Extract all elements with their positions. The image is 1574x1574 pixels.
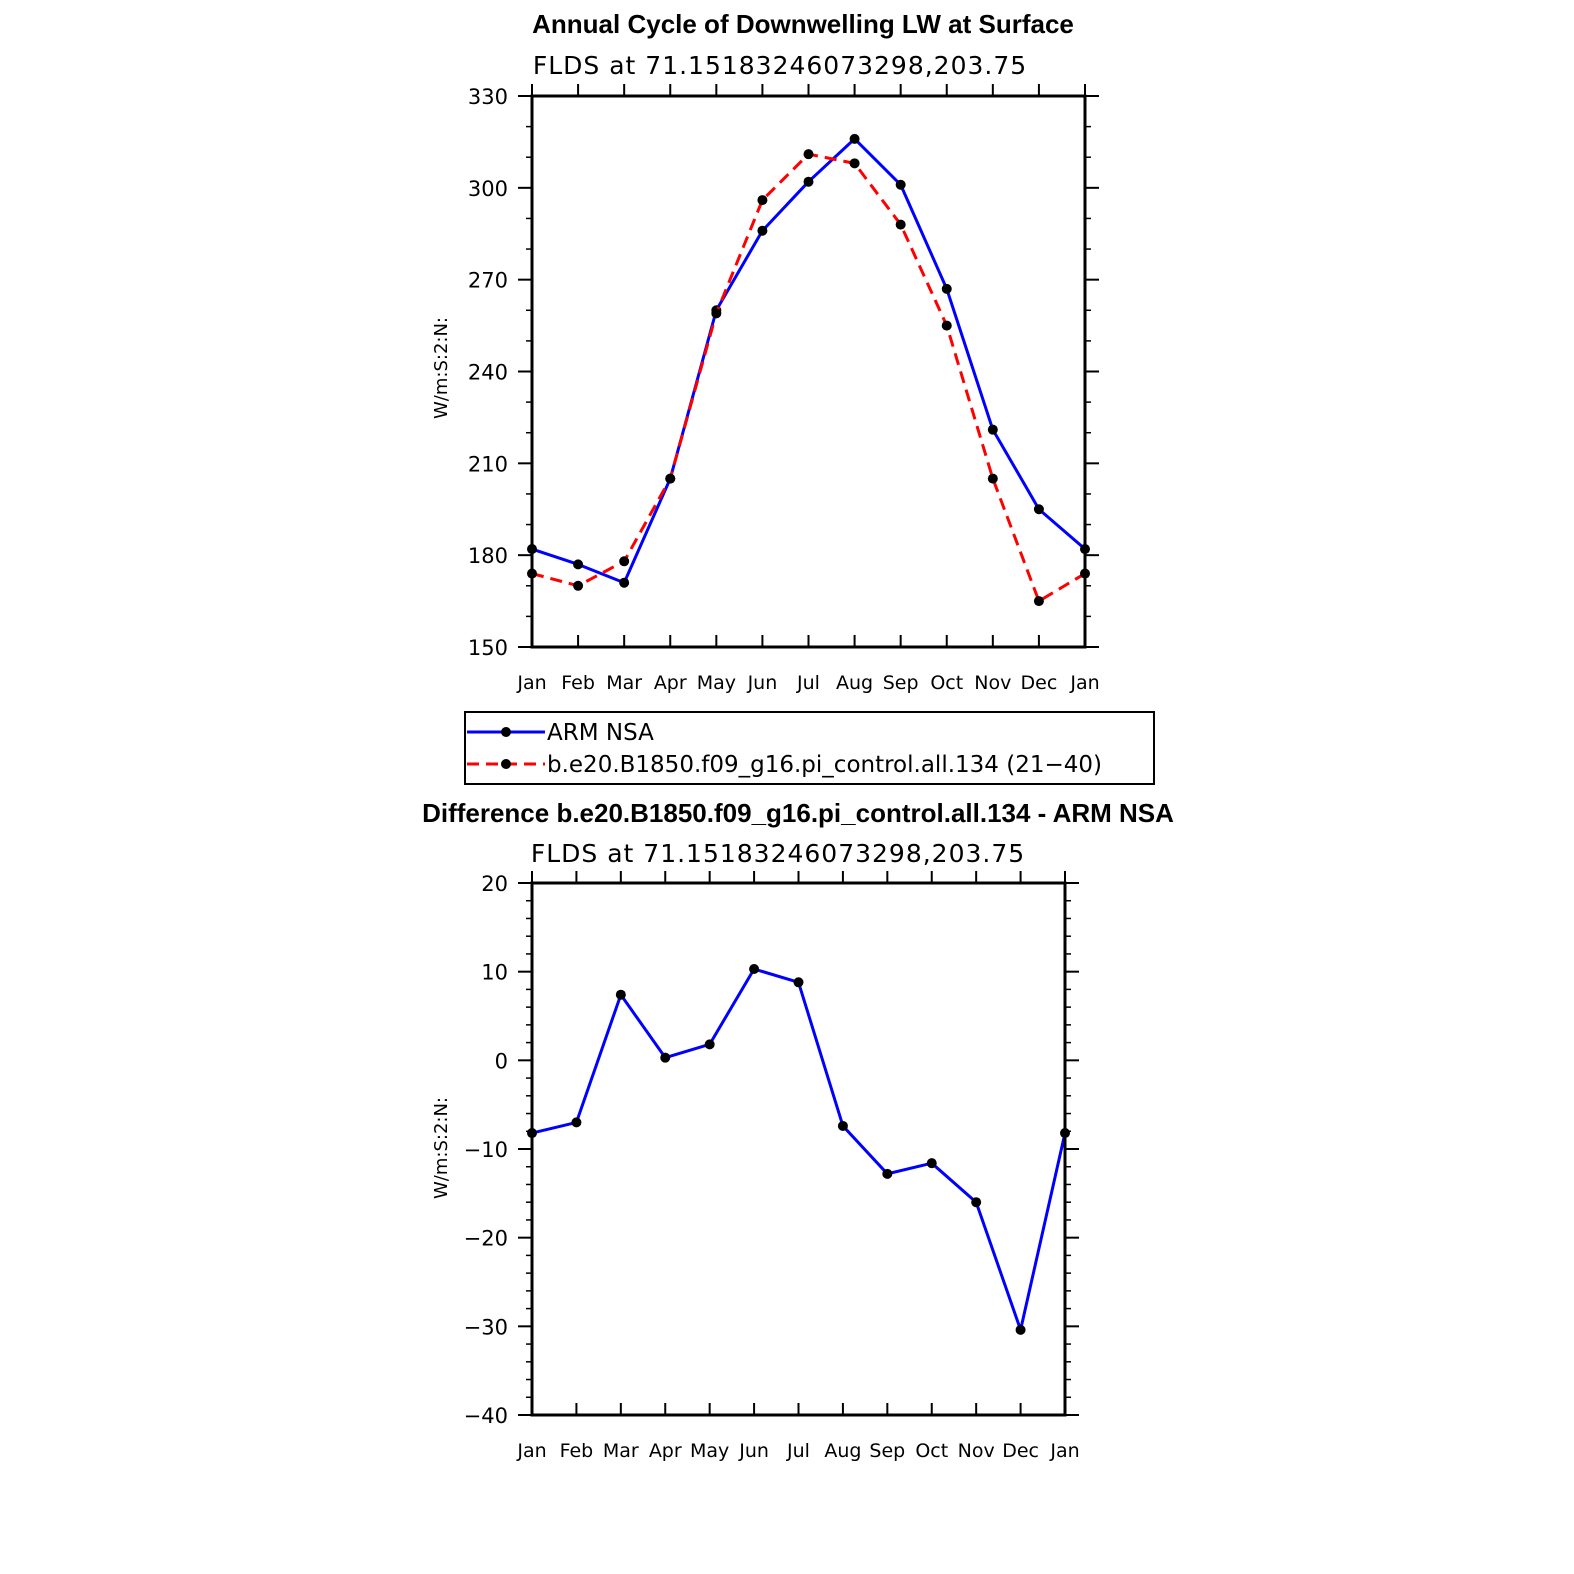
data-point bbox=[665, 473, 676, 484]
annual-cycle-chart: Annual Cycle of Downwelling LW at Surfac… bbox=[431, 9, 1100, 694]
x-tick-label: Sep bbox=[869, 1440, 905, 1462]
x-tick-label: Jan bbox=[1069, 672, 1099, 694]
chart-subtitle: FLDS at 71.15183246073298,203.75 bbox=[533, 51, 1027, 80]
data-point bbox=[615, 989, 626, 1000]
x-tick-label: Dec bbox=[1002, 1440, 1039, 1462]
plot-frame bbox=[530, 881, 1067, 1417]
data-point bbox=[571, 1117, 582, 1128]
data-point bbox=[619, 556, 630, 567]
y-tick-label: 180 bbox=[468, 544, 508, 568]
series-group bbox=[527, 133, 1090, 607]
legend-marker-arm bbox=[501, 727, 511, 737]
data-point bbox=[1033, 504, 1044, 515]
tick-labels: Jan Feb Mar Apr May Jun Jul Aug Sep Oct Nov Dec Jan 1… bbox=[468, 85, 1100, 694]
y-tick-label: 330 bbox=[468, 85, 508, 109]
x-tick-label: Mar bbox=[606, 672, 642, 694]
x-tick-label: Aug bbox=[836, 672, 873, 694]
legend: ARM NSA b.e20.B1850.f09_g16.pi_control.a… bbox=[464, 711, 1155, 785]
difference-chart: Difference b.e20.B1850.f09_g16.pi_contro… bbox=[422, 798, 1174, 1462]
axis-ticks bbox=[518, 871, 1079, 1416]
plot-frame bbox=[530, 94, 1087, 649]
data-point bbox=[837, 1120, 848, 1131]
chart-title: Difference b.e20.B1850.f09_g16.pi_contro… bbox=[422, 798, 1174, 828]
x-tick-label: Apr bbox=[654, 672, 687, 694]
data-point bbox=[941, 283, 952, 294]
x-tick-label: Aug bbox=[824, 1440, 861, 1462]
x-tick-label: Sep bbox=[883, 672, 919, 694]
y-tick-label: 150 bbox=[468, 636, 508, 660]
series-line-0 bbox=[531, 137, 1086, 585]
chart-subtitle: FLDS at 71.15183246073298,203.75 bbox=[531, 839, 1025, 868]
y-tick-label: −30 bbox=[464, 1315, 508, 1339]
x-tick-label: Jan bbox=[516, 1440, 546, 1462]
series-group bbox=[527, 964, 1070, 1335]
data-point bbox=[895, 179, 906, 190]
series-line-1 bbox=[531, 152, 1086, 603]
y-tick-label: −10 bbox=[464, 1138, 508, 1162]
data-point bbox=[1015, 1324, 1026, 1335]
x-tick-label: Jul bbox=[796, 672, 820, 694]
data-point bbox=[803, 176, 814, 187]
x-tick-label: May bbox=[690, 1440, 729, 1462]
axis-ticks bbox=[518, 84, 1099, 648]
data-point bbox=[941, 320, 952, 331]
y-tick-label: 210 bbox=[468, 452, 508, 476]
x-tick-label: Apr bbox=[649, 1440, 682, 1462]
data-point bbox=[803, 149, 814, 160]
x-tick-label: May bbox=[697, 672, 736, 694]
x-tick-label: Mar bbox=[603, 1440, 639, 1462]
data-point bbox=[704, 1039, 715, 1050]
x-tick-label: Feb bbox=[561, 672, 595, 694]
x-tick-label: Oct bbox=[915, 1440, 948, 1462]
x-tick-label: Jul bbox=[786, 1440, 810, 1462]
data-point bbox=[987, 473, 998, 484]
data-point bbox=[849, 133, 860, 144]
legend-marker-model bbox=[501, 759, 511, 769]
y-tick-label: 240 bbox=[468, 361, 508, 385]
y-tick-label: 20 bbox=[481, 872, 508, 896]
data-point bbox=[926, 1158, 937, 1169]
x-tick-label: Jun bbox=[738, 1440, 769, 1462]
data-point bbox=[757, 195, 768, 206]
x-tick-label: Nov bbox=[974, 672, 1011, 694]
y-tick-label: 300 bbox=[468, 177, 508, 201]
x-tick-label: Jan bbox=[1049, 1440, 1079, 1462]
x-tick-label: Jan bbox=[516, 672, 546, 694]
y-tick-label: −20 bbox=[464, 1227, 508, 1251]
y-tick-label: 0 bbox=[495, 1049, 508, 1073]
data-point bbox=[619, 577, 630, 588]
data-point bbox=[793, 977, 804, 988]
y-axis-label: W/m:S:2:N: bbox=[431, 1097, 452, 1199]
data-point bbox=[711, 308, 722, 319]
x-tick-label: Nov bbox=[958, 1440, 995, 1462]
legend-label-model: b.e20.B1850.f09_g16.pi_control.all.134 (… bbox=[547, 752, 1102, 778]
y-axis-label: W/m:S:2:N: bbox=[431, 317, 452, 419]
data-point bbox=[1033, 596, 1044, 607]
series-line-0 bbox=[531, 967, 1067, 1332]
data-point bbox=[573, 580, 584, 591]
legend-label-arm: ARM NSA bbox=[547, 720, 654, 746]
data-point bbox=[849, 158, 860, 169]
x-tick-label: Feb bbox=[560, 1440, 594, 1462]
data-point bbox=[987, 424, 998, 435]
legend-box bbox=[464, 711, 1155, 785]
data-point bbox=[749, 964, 760, 975]
data-point bbox=[882, 1168, 893, 1179]
x-tick-label: Oct bbox=[930, 672, 963, 694]
data-point bbox=[971, 1197, 982, 1208]
tick-labels: Jan Feb Mar Apr May Jun Jul Aug Sep Oct Nov Dec Jan−… bbox=[464, 872, 1080, 1462]
chart-title: Annual Cycle of Downwelling LW at Surfac… bbox=[532, 9, 1074, 39]
x-tick-label: Jun bbox=[747, 672, 778, 694]
x-tick-label: Dec bbox=[1021, 672, 1058, 694]
data-point bbox=[573, 559, 584, 570]
data-point bbox=[757, 225, 768, 236]
data-point bbox=[895, 219, 906, 230]
data-point bbox=[660, 1052, 671, 1063]
y-tick-label: 270 bbox=[468, 269, 508, 293]
y-tick-label: −40 bbox=[464, 1404, 508, 1428]
y-tick-label: 10 bbox=[481, 961, 508, 985]
